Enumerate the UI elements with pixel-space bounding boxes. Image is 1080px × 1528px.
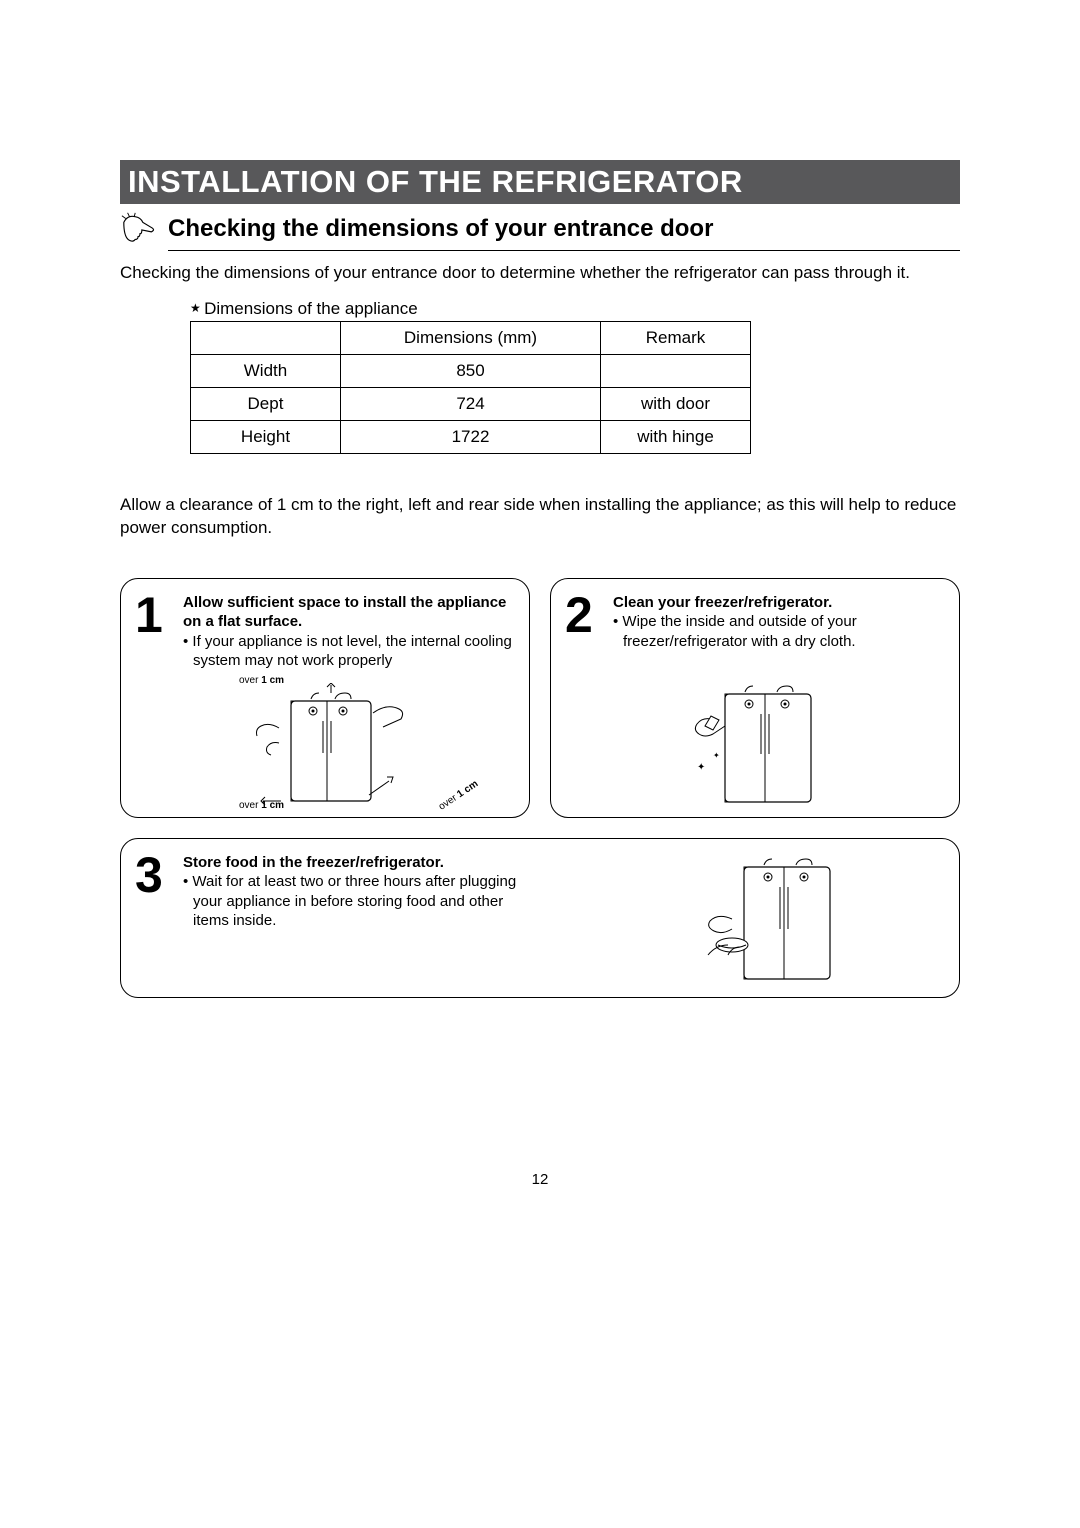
table-cell: 1722 bbox=[341, 421, 601, 454]
table-cell: 724 bbox=[341, 388, 601, 421]
section-heading: Checking the dimensions of your entrance… bbox=[168, 215, 960, 243]
step-3-box: 3 Store food in the freezer/refrigerator… bbox=[120, 838, 960, 998]
clearance-label-left: over 1 cm bbox=[239, 800, 284, 811]
table-caption: Dimensions of the appliance bbox=[190, 299, 960, 319]
table-cell: Height bbox=[191, 421, 341, 454]
steps-row-top: 1 Allow sufficient space to install the … bbox=[120, 578, 960, 818]
step-bullet: Wipe the inside and outside of your free… bbox=[613, 612, 945, 651]
pointing-hand-icon bbox=[120, 212, 158, 246]
table-header-cell: Dimensions (mm) bbox=[341, 322, 601, 355]
step-bullet: If your appliance is not level, the inte… bbox=[183, 632, 515, 671]
page-number: 12 bbox=[532, 1171, 549, 1188]
table-cell bbox=[601, 355, 751, 388]
table-cell: with hinge bbox=[601, 421, 751, 454]
table-header-cell: Remark bbox=[601, 322, 751, 355]
svg-text:✦: ✦ bbox=[697, 762, 705, 773]
fridge-store-illustration bbox=[704, 849, 849, 989]
step-1-box: 1 Allow sufficient space to install the … bbox=[120, 578, 530, 818]
svg-text:✦: ✦ bbox=[713, 751, 720, 760]
table-cell: Width bbox=[191, 355, 341, 388]
clearance-text: Allow a clearance of 1 cm to the right, … bbox=[120, 494, 960, 540]
table-row: Dimensions (mm) Remark bbox=[191, 322, 751, 355]
step-content: Store food in the freezer/refrigerator. … bbox=[183, 853, 543, 991]
table-row: Dept 724 with door bbox=[191, 388, 751, 421]
table-row: Height 1722 with hinge bbox=[191, 421, 751, 454]
clearance-label-top: over 1 cm bbox=[239, 675, 284, 686]
table-row: Width 850 bbox=[191, 355, 751, 388]
page-title-bar: INSTALLATION OF THE REFRIGERATOR bbox=[120, 160, 960, 204]
step-title: Allow sufficient space to install the ap… bbox=[183, 593, 515, 632]
table-cell: 850 bbox=[341, 355, 601, 388]
step-title: Store food in the freezer/refrigerator. bbox=[183, 853, 543, 873]
section-intro-text: Checking the dimensions of your entrance… bbox=[120, 263, 960, 283]
step-title: Clean your freezer/refrigerator. bbox=[613, 593, 945, 613]
table-cell: with door bbox=[601, 388, 751, 421]
step-bullet: Wait for at least two or three hours aft… bbox=[183, 872, 543, 931]
step-number: 3 bbox=[135, 853, 177, 991]
table-cell: Dept bbox=[191, 388, 341, 421]
fridge-clean-illustration: ✦ ✦ bbox=[691, 676, 831, 811]
dimensions-table: Dimensions (mm) Remark Width 850 Dept 72… bbox=[190, 321, 751, 454]
section-underline bbox=[168, 250, 960, 251]
fridge-clearance-illustration bbox=[231, 683, 411, 811]
step-2-box: 2 Clean your freezer/refrigerator. Wipe … bbox=[550, 578, 960, 818]
table-header-cell bbox=[191, 322, 341, 355]
step-number: 2 bbox=[565, 593, 607, 811]
section-header-row: Checking the dimensions of your entrance… bbox=[120, 212, 960, 246]
step-number: 1 bbox=[135, 593, 177, 811]
